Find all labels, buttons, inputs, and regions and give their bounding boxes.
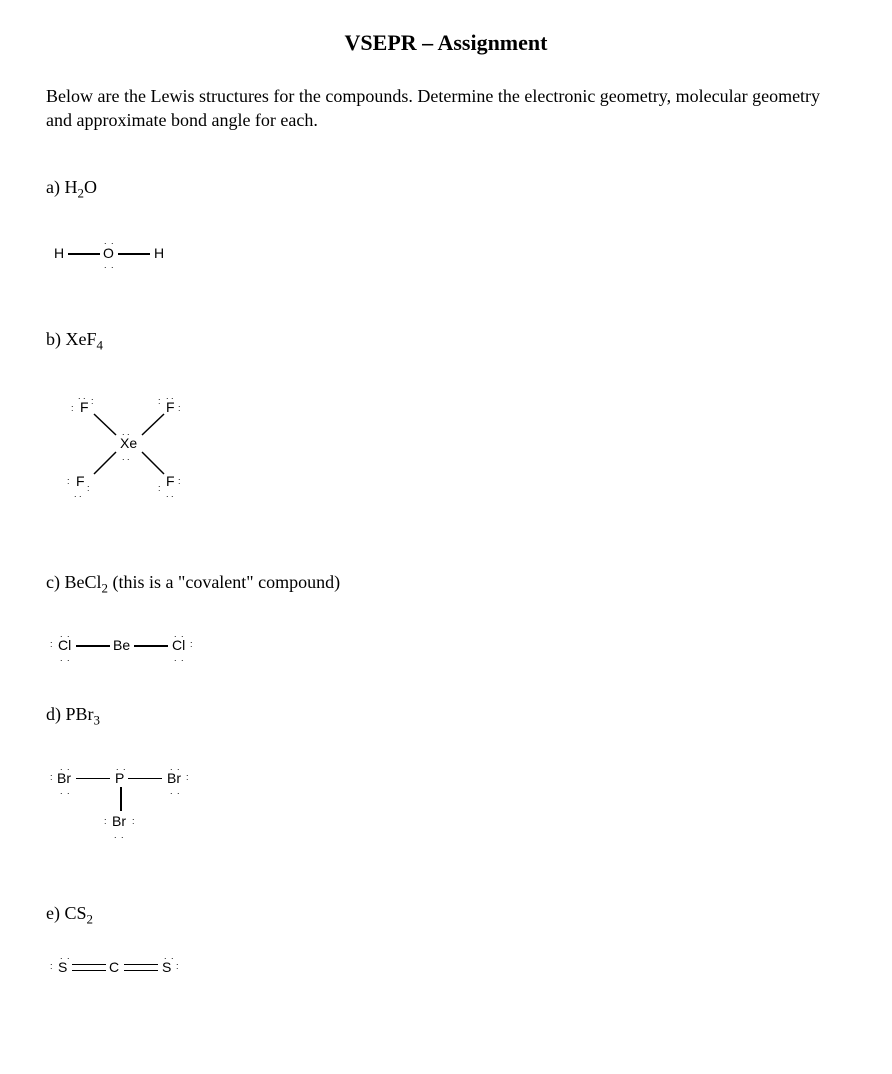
lp-f-ll-b: . .	[74, 489, 82, 499]
lp-br-r-bottom: . .	[170, 789, 181, 793]
lp-f-ur-t: . .	[166, 391, 174, 401]
bond-xe-f-lr	[142, 452, 164, 474]
bond-cl-be	[76, 645, 110, 647]
dbond-s-c-l	[72, 964, 106, 971]
label-c-tail: (this is a "covalent" compound)	[108, 572, 340, 592]
label-a-pre: a) H	[46, 177, 77, 197]
lp-f-lr-r: :	[178, 476, 181, 486]
atom-h-left: H	[54, 245, 64, 261]
lp-xe-bottom: . .	[122, 452, 130, 462]
diagram-h2o: H . . O . . H	[54, 229, 846, 279]
diagram-becl2: : . . Cl . . Be . . Cl . . :	[50, 624, 846, 664]
lp-f-ll-l: :	[67, 476, 70, 486]
atom-cl-left: Cl	[58, 637, 71, 653]
lp-f-ul-t: . .	[78, 391, 86, 401]
diagram-xef4: Xe . . . . F : . . : F : . . : F : . . :…	[54, 382, 846, 512]
label-e-sub: 2	[87, 912, 93, 927]
lp-cl-l-top: . .	[60, 632, 71, 636]
atom-cl-right: Cl	[172, 637, 185, 653]
atom-o: O	[103, 245, 114, 261]
atom-xe: Xe	[120, 435, 137, 451]
label-b-pre: b) XeF	[46, 329, 97, 349]
atom-br-left: Br	[57, 770, 71, 786]
atom-f-lr: F	[166, 473, 175, 489]
lp-f-lr-l: :	[158, 483, 161, 493]
lp-br-b-right: :	[132, 819, 135, 823]
question-d: d) PBr3 : . . Br . . . . P . . Br . . : …	[46, 704, 846, 847]
lp-f-lr-b: . .	[166, 489, 174, 499]
atom-s-left: S	[58, 959, 67, 975]
question-d-label: d) PBr3	[46, 704, 846, 729]
lone-pair-o-top: . .	[104, 239, 115, 243]
diagram-cs2: : . . S C . . S :	[50, 946, 846, 982]
lp-cl-r-top: . .	[174, 632, 185, 636]
lp-f-ll-r: :	[87, 483, 90, 493]
question-e-label: e) CS2	[46, 903, 846, 928]
label-b-sub: 4	[97, 338, 103, 353]
bond-p-br-r	[128, 778, 162, 780]
lp-br-r-right: :	[186, 775, 189, 779]
instructions-text: Below are the Lewis structures for the c…	[46, 84, 846, 133]
bond-p-br-b	[120, 787, 122, 811]
lp-br-l-left: :	[50, 775, 53, 779]
lp-s-r-top: . .	[164, 954, 175, 958]
label-d-pre: d) PBr	[46, 704, 94, 724]
question-b-label: b) XeF4	[46, 329, 846, 354]
lp-br-l-bottom: . .	[60, 789, 71, 793]
lp-cl-r-bottom: . .	[174, 656, 185, 660]
dbond-c-s-r	[124, 964, 158, 971]
question-a: a) H2O H . . O . . H	[46, 177, 846, 280]
lp-xe-top: . .	[122, 427, 130, 437]
bond-br-p-l	[76, 778, 110, 780]
atom-be: Be	[113, 637, 130, 653]
question-a-label: a) H2O	[46, 177, 846, 202]
atom-c: C	[109, 959, 119, 975]
atom-f-ur: F	[166, 399, 175, 415]
lp-f-ur-l: :	[158, 396, 161, 406]
lp-br-b-bottom: . .	[114, 833, 125, 837]
bond-be-cl	[134, 645, 168, 647]
lp-br-r-top: . .	[170, 765, 181, 769]
lp-s-r-right: :	[176, 964, 179, 968]
atom-p: P	[115, 770, 124, 786]
atom-s-right: S	[162, 959, 171, 975]
atom-f-ll: F	[76, 473, 85, 489]
lp-f-ur-r: :	[178, 403, 181, 413]
lp-p-top: . .	[116, 765, 127, 769]
atom-h-right: H	[154, 245, 164, 261]
lp-br-l-top: . .	[60, 765, 71, 769]
lp-s-l-left: :	[50, 964, 53, 968]
question-b: b) XeF4 Xe . . . . F : . . : F : . . : F…	[46, 329, 846, 512]
atom-f-ul: F	[80, 399, 89, 415]
label-d-sub: 3	[94, 713, 100, 728]
lp-s-l-top: . .	[60, 954, 71, 958]
lone-pair-o-bottom: . .	[104, 263, 115, 267]
label-e-pre: e) CS	[46, 903, 87, 923]
question-c-label: c) BeCl2 (this is a "covalent" compound)	[46, 572, 846, 597]
lp-br-b-left: :	[104, 819, 107, 823]
atom-br-right: Br	[167, 770, 181, 786]
lp-cl-l-bottom: . .	[60, 656, 71, 660]
label-a-tail: O	[84, 177, 97, 197]
label-c-pre: c) BeCl	[46, 572, 102, 592]
lp-f-ul-r: :	[91, 396, 94, 406]
bond-o-h	[118, 253, 150, 255]
lp-f-ul-l: :	[71, 403, 74, 413]
bond-xe-f-ll	[94, 452, 116, 474]
lp-cl-r-right: :	[190, 642, 193, 646]
question-e: e) CS2 : . . S C . . S :	[46, 903, 846, 982]
lp-cl-l-left: :	[50, 642, 53, 646]
bond-xe-f-ul	[94, 414, 116, 435]
bond-h-o	[68, 253, 100, 255]
xef4-svg: Xe . . . . F : . . : F : . . : F : . . :…	[54, 382, 224, 512]
diagram-pbr3: : . . Br . . . . P . . Br . . : : Br : .…	[50, 757, 846, 847]
atom-br-bottom: Br	[112, 813, 126, 829]
bond-xe-f-ur	[142, 414, 164, 435]
page-title: VSEPR – Assignment	[46, 30, 846, 56]
question-c: c) BeCl2 (this is a "covalent" compound)…	[46, 572, 846, 665]
